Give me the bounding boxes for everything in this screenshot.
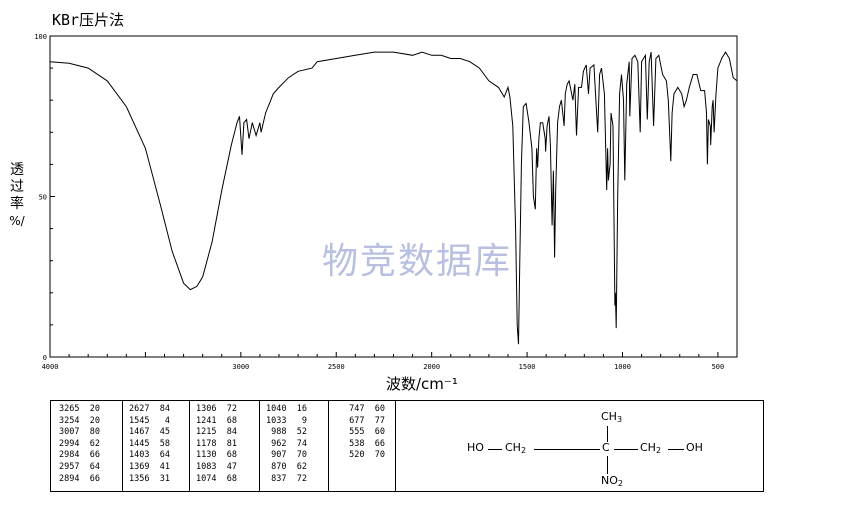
y-axis-ticks: 0 50 100: [34, 33, 55, 362]
x-tick-label: 1000: [614, 363, 631, 371]
peak-table: 3265 20 3254 20 3007 80 2994 62 2984 66 2957 …: [50, 400, 764, 492]
y-tick-label: 50: [39, 194, 47, 202]
y-axis-label: 透 过 率 %/: [8, 162, 26, 230]
hydroxyl-right: OH: [686, 441, 703, 454]
peak-column: 1040 16 1033 9 988 52 962 74 907 70 870 6…: [266, 404, 307, 485]
peak-row: 520 70: [344, 450, 385, 461]
peak-row: 2984 66: [59, 450, 100, 461]
peak-row: 1130 68: [196, 450, 237, 461]
x-tick-label: 3000: [232, 363, 249, 371]
peak-row: 3254 20: [59, 415, 100, 426]
column-divider: [328, 401, 329, 491]
chart-title: KBr压片法: [52, 11, 125, 29]
nitro-group: NO2: [601, 474, 623, 488]
peak-row: 1356 31: [129, 473, 170, 484]
bond-left-2: [534, 449, 600, 450]
peak-row: 538 66: [344, 438, 385, 449]
bond-vertical-top: [607, 426, 608, 442]
bond-vertical-bottom: [607, 456, 608, 474]
peak-row: 1083 47: [196, 461, 237, 472]
column-divider: [259, 401, 260, 491]
ir-spectrum-chart: 4000 3000 2500 2000 1500 1000 500 0 50 100: [34, 33, 738, 371]
y-axis-label-char: 透: [10, 162, 24, 178]
x-tick-label: 1500: [519, 363, 536, 371]
y-axis-label-char: 过: [10, 179, 24, 195]
spectrum-line: [49, 51, 738, 345]
hydroxyl-left: HO: [467, 441, 484, 454]
peak-row: 2994 62: [59, 438, 100, 449]
y-tick-label: 0: [43, 354, 47, 362]
peak-row: 3265 20: [59, 404, 100, 414]
peak-row: 962 74: [266, 438, 307, 449]
peak-row: 2894 66: [59, 473, 100, 484]
chemical-structure: CH3 HO CH2 C CH2 OH NO2: [396, 401, 765, 491]
peak-row: 3007 80: [59, 427, 100, 438]
y-axis-label-char: 率: [10, 196, 24, 212]
peak-row: 1545 4: [129, 415, 170, 426]
peak-row: 1241 68: [196, 415, 237, 426]
bond-left-1: [488, 449, 502, 450]
peak-row: 907 70: [266, 450, 307, 461]
x-tick-label: 500: [712, 363, 725, 371]
column-divider: [189, 401, 190, 491]
watermark: 物竞数据库: [322, 241, 513, 282]
peak-row: 1040 16: [266, 404, 307, 414]
methylene-right: CH2: [640, 441, 662, 455]
peak-row: 1306 72: [196, 404, 237, 414]
column-divider: [395, 401, 396, 491]
quaternary-carbon: C: [602, 441, 610, 454]
peak-row: 1369 41: [129, 461, 170, 472]
peak-row: 2957 64: [59, 461, 100, 472]
peak-column: 1306 72 1241 68 1215 84 1178 81 1130 68 1083 …: [196, 404, 237, 485]
y-tick-label: 100: [34, 33, 47, 41]
peak-row: 1403 64: [129, 450, 170, 461]
x-axis-label: 波数/cm⁻¹: [386, 375, 458, 393]
peak-row: 837 72: [266, 473, 307, 484]
peak-row: 1215 84: [196, 427, 237, 438]
methyl-group: CH3: [601, 410, 623, 424]
y-axis-label-unit: %/: [9, 214, 25, 228]
x-axis-ticks: 4000 3000 2500 2000 1500 1000 500: [42, 352, 738, 371]
bond-right-2: [668, 449, 684, 450]
peak-row: 747 60: [344, 404, 385, 414]
peak-row: 1467 45: [129, 427, 170, 438]
peak-row: 1445 58: [129, 438, 170, 449]
peak-column: 747 60 677 77 555 60 538 66 520 70: [344, 404, 385, 462]
peak-column: 2627 84 1545 4 1467 45 1445 58 1403 64 1369 4…: [129, 404, 170, 485]
peak-row: 1178 81: [196, 438, 237, 449]
peak-row: 870 62: [266, 461, 307, 472]
plot-frame: [49, 35, 738, 358]
bond-right-1: [614, 449, 638, 450]
methylene-left: CH2: [505, 441, 527, 455]
x-tick-label: 4000: [42, 363, 59, 371]
peak-column: 3265 20 3254 20 3007 80 2994 62 2984 66 2957 …: [59, 404, 100, 485]
peak-row: 677 77: [344, 415, 385, 426]
peak-row: 555 60: [344, 427, 385, 438]
peak-row: 2627 84: [129, 404, 170, 414]
x-tick-label: 2500: [328, 363, 345, 371]
peak-row: 988 52: [266, 427, 307, 438]
x-tick-label: 2000: [423, 363, 440, 371]
peak-row: 1033 9: [266, 415, 307, 426]
column-divider: [122, 401, 123, 491]
peak-row: 1074 68: [196, 473, 237, 484]
